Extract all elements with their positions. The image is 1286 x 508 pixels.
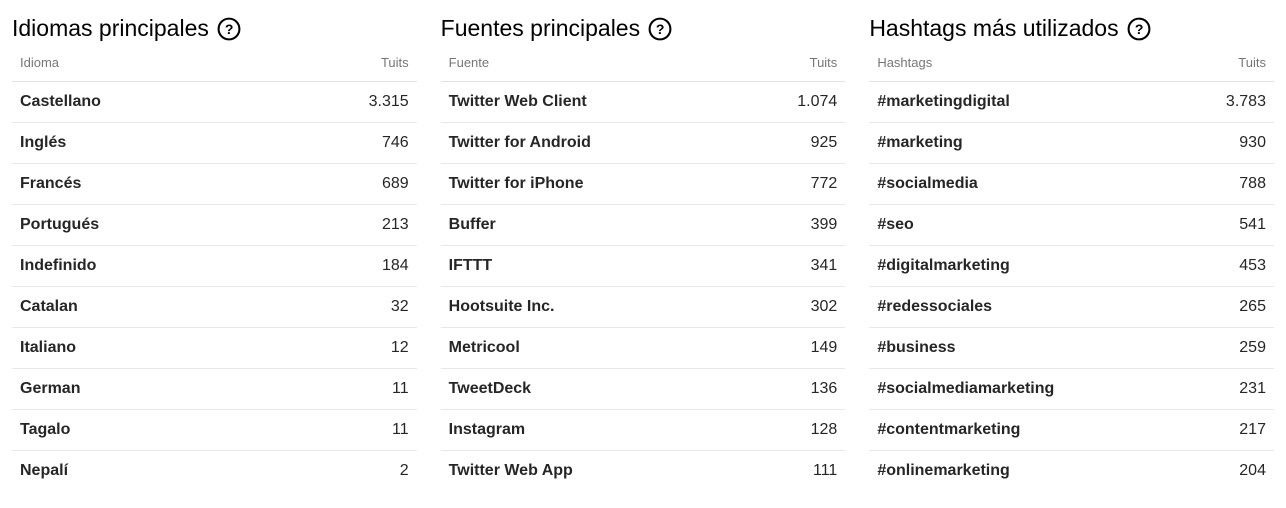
svg-text:?: ? bbox=[225, 21, 234, 37]
svg-text:?: ? bbox=[656, 21, 665, 37]
svg-text:?: ? bbox=[1134, 21, 1143, 37]
